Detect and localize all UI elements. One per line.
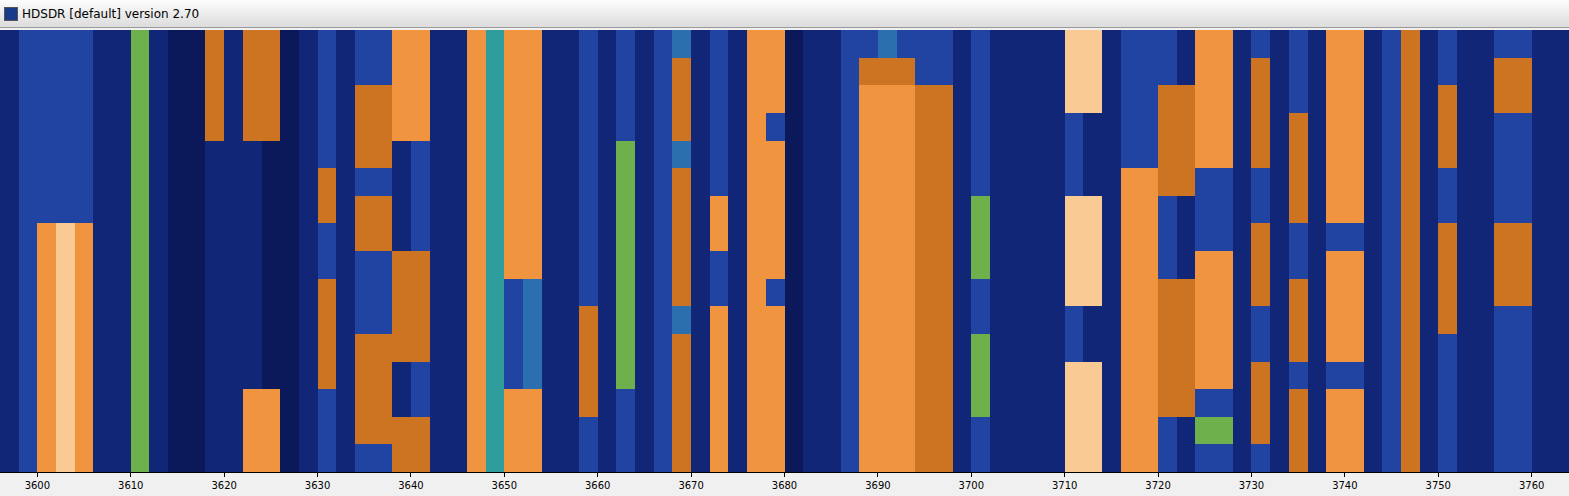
svg-text:3640: 3640 (398, 480, 423, 491)
svg-text:3600: 3600 (25, 480, 50, 491)
svg-text:3760: 3760 (1519, 480, 1544, 491)
svg-text:3670: 3670 (678, 480, 703, 491)
svg-text:3750: 3750 (1426, 480, 1451, 491)
svg-text:3720: 3720 (1145, 480, 1170, 491)
svg-text:3700: 3700 (959, 480, 984, 491)
svg-text:3610: 3610 (118, 480, 143, 491)
svg-text:3630: 3630 (305, 480, 330, 491)
svg-text:3730: 3730 (1239, 480, 1264, 491)
svg-text:3740: 3740 (1332, 480, 1357, 491)
svg-text:3620: 3620 (211, 480, 236, 491)
svg-text:3690: 3690 (865, 480, 890, 491)
svg-text:3650: 3650 (492, 480, 517, 491)
svg-text:3680: 3680 (772, 480, 797, 491)
svg-text:3710: 3710 (1052, 480, 1077, 491)
svg-text:3660: 3660 (585, 480, 610, 491)
html-text:HDSDR [default] version 2.70: HDSDR [default] version 2.70 (22, 6, 200, 21)
